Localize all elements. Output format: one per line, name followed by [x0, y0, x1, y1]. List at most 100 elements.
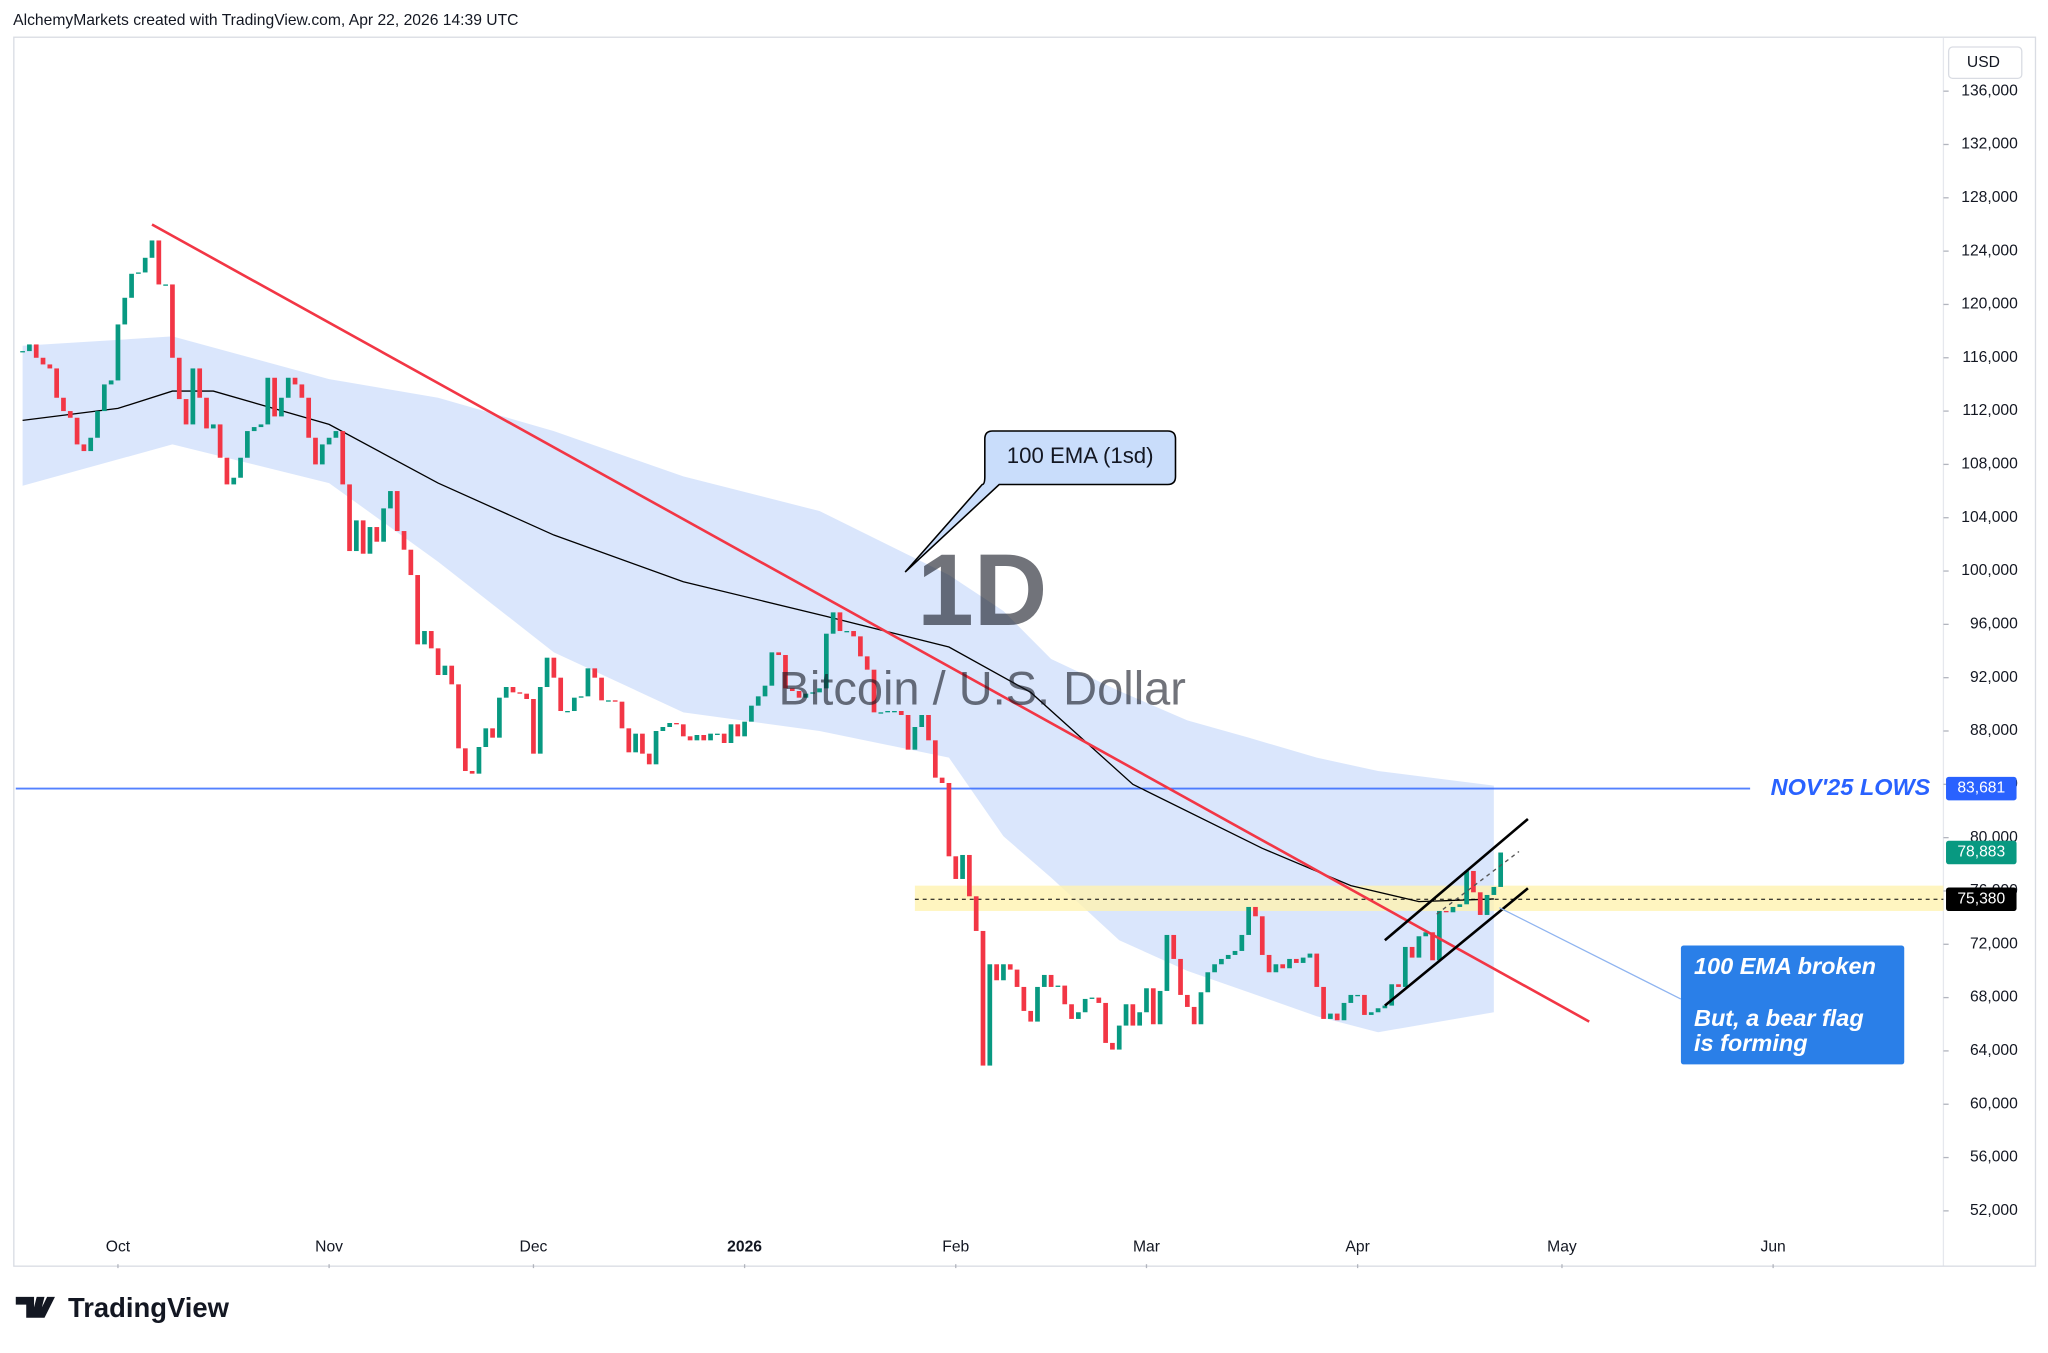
candle — [1035, 986, 1040, 1022]
candle — [919, 715, 925, 727]
y-tick-label: 96,000 — [1970, 616, 2018, 633]
candle — [1116, 1025, 1122, 1050]
candle — [449, 665, 455, 685]
candle — [1382, 1005, 1388, 1009]
candle — [667, 723, 673, 727]
candle — [626, 728, 632, 753]
y-tick-label: 88,000 — [1970, 722, 2018, 739]
candle — [742, 721, 747, 737]
note-title: 100 EMA broken — [1694, 953, 1876, 979]
candle — [95, 411, 100, 438]
candle — [537, 687, 543, 754]
header: AlchemyMarkets created with TradingView.… — [13, 12, 518, 29]
candle — [980, 930, 986, 1066]
plot-area — [15, 223, 1944, 1066]
candle — [197, 368, 203, 398]
candle — [1055, 985, 1061, 987]
candle — [272, 377, 277, 417]
candle — [313, 437, 318, 465]
candle — [619, 701, 625, 729]
y-tick-label: 100,000 — [1961, 562, 2018, 579]
candle — [796, 691, 802, 698]
candle — [245, 431, 250, 458]
candle — [1178, 958, 1183, 995]
candle — [47, 364, 53, 369]
candle — [694, 734, 700, 741]
candle — [40, 357, 46, 365]
candle — [1253, 906, 1258, 917]
candle — [388, 491, 393, 509]
candle — [456, 684, 461, 749]
candle — [1198, 992, 1204, 1025]
y-tick-label: 64,000 — [1970, 1042, 2018, 1059]
candle — [1171, 934, 1177, 959]
candle — [1205, 972, 1211, 993]
candle — [510, 687, 516, 693]
channel-midline — [1436, 850, 1520, 915]
y-tick-label: 124,000 — [1961, 242, 2018, 259]
candle — [149, 240, 155, 258]
x-tick-label: Feb — [942, 1238, 969, 1255]
candle — [973, 896, 979, 931]
ema-band — [22, 336, 1494, 1033]
candle — [497, 697, 502, 738]
candle — [912, 726, 918, 750]
candle — [960, 854, 965, 879]
candle — [279, 397, 284, 417]
candle — [1014, 969, 1020, 987]
last-price-label-box — [1946, 840, 2017, 865]
candle — [306, 397, 312, 438]
candle — [258, 424, 264, 428]
candle — [1464, 870, 1469, 905]
candle — [953, 856, 959, 879]
y-tick-label: 68,000 — [1970, 989, 2018, 1006]
candle — [755, 696, 761, 706]
candle — [115, 324, 121, 381]
candle — [749, 705, 754, 722]
candle — [939, 777, 945, 783]
x-tick-label: May — [1547, 1238, 1577, 1255]
candle — [1362, 994, 1367, 1015]
candle — [1130, 1004, 1136, 1026]
candle — [415, 575, 421, 645]
logo: TradingView — [15, 1292, 230, 1323]
candle — [1287, 958, 1292, 969]
callout-text: 100 EMA (1sd) — [1007, 443, 1154, 468]
candle — [156, 240, 162, 285]
candle — [994, 964, 999, 981]
channel-line — [1384, 817, 1529, 942]
note-text: is forming — [1694, 1030, 1808, 1056]
candle — [1307, 953, 1313, 958]
candle — [54, 368, 59, 398]
y-tick-label: 136,000 — [1961, 82, 2018, 99]
candle — [483, 728, 489, 747]
candle — [1402, 946, 1408, 987]
candle — [88, 437, 94, 452]
candle — [183, 399, 189, 425]
candle — [490, 728, 495, 738]
candle — [633, 733, 638, 753]
watermark-subtitle: Bitcoin / U.S. Dollar — [778, 662, 1185, 715]
candle — [1416, 936, 1422, 958]
candle — [932, 740, 938, 778]
candle — [1089, 997, 1095, 999]
candle — [462, 748, 468, 771]
candle — [1225, 954, 1231, 959]
candle — [265, 377, 271, 425]
candle — [640, 733, 645, 754]
trendline — [151, 223, 1590, 1023]
candle — [1266, 954, 1272, 973]
candle — [33, 344, 39, 358]
y-tick-label: 108,000 — [1961, 456, 2018, 473]
candle — [163, 284, 168, 286]
candle — [101, 384, 107, 412]
candle — [653, 730, 659, 765]
candle — [435, 648, 441, 676]
candle — [1239, 934, 1245, 951]
candle — [701, 734, 707, 741]
candle — [885, 711, 890, 713]
candle — [1328, 1013, 1333, 1019]
y-tick-label: 128,000 — [1961, 189, 2018, 206]
candle — [789, 688, 795, 692]
candle — [531, 699, 536, 754]
